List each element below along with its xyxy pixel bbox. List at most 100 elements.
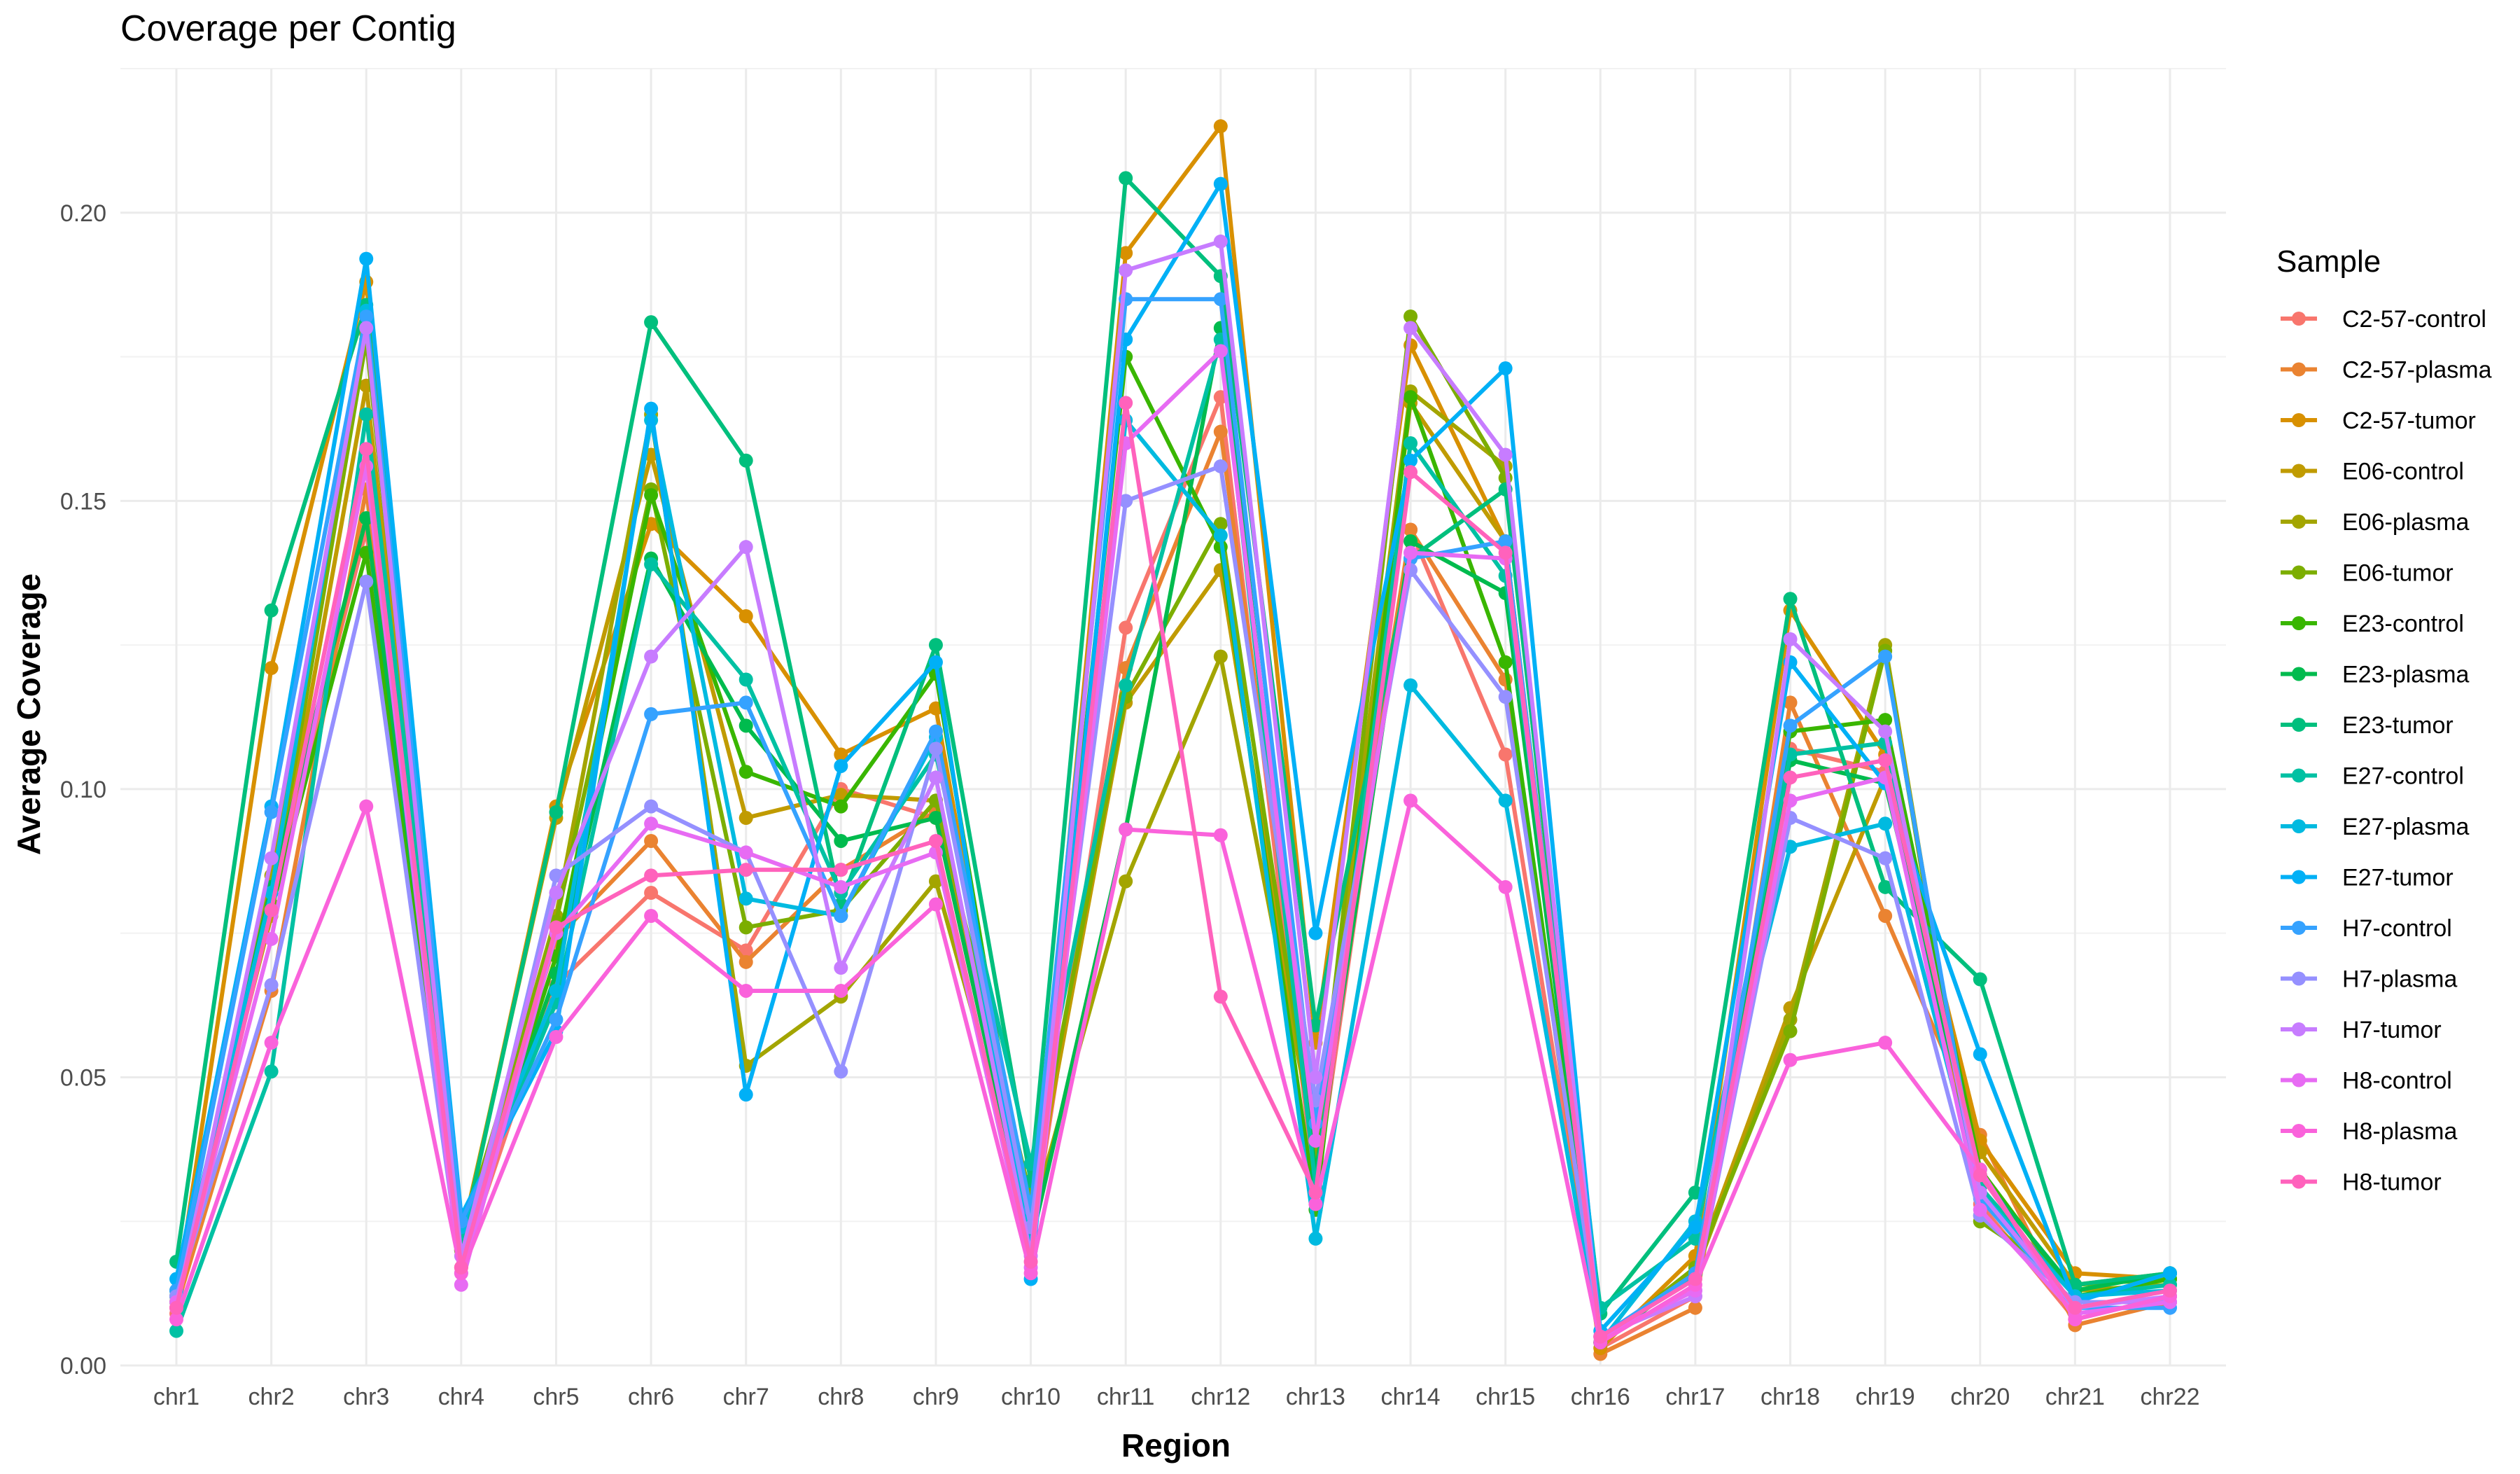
data-point	[1404, 465, 1418, 480]
data-point	[644, 833, 659, 848]
x-axis-ticks: chr1 chr2 chr3 chr4 chr5 chr6 chr7 chr8 chr9 chr1…	[153, 1384, 2200, 1410]
legend-label: H7-plasma	[2342, 966, 2457, 993]
x-tick-label: chr1	[153, 1384, 200, 1410]
data-point	[644, 401, 659, 416]
legend-key-point	[2292, 464, 2306, 478]
data-point	[1498, 879, 1513, 894]
data-point	[454, 1277, 468, 1292]
data-point	[1213, 292, 1228, 307]
data-point	[1498, 793, 1513, 808]
legend-key-point	[2292, 362, 2306, 377]
legend-key-point	[2292, 921, 2306, 935]
legend-key-point	[2292, 515, 2306, 529]
x-tick-label: chr3	[343, 1384, 389, 1410]
data-point	[264, 805, 279, 819]
data-point	[738, 891, 753, 906]
legend-item: E27-plasma	[2281, 814, 2470, 840]
data-point	[1119, 822, 1133, 837]
data-point	[264, 903, 279, 917]
legend-item: E27-control	[2281, 763, 2464, 790]
series-C2-57-tumor	[169, 119, 2177, 1356]
data-point	[359, 251, 374, 266]
data-point	[359, 574, 374, 589]
data-point	[1119, 874, 1133, 889]
series-line	[174, 401, 2172, 1339]
data-point	[1213, 176, 1228, 191]
data-point	[738, 811, 753, 826]
data-point	[1498, 690, 1513, 704]
data-point	[834, 879, 848, 894]
data-point	[644, 886, 659, 901]
data-point	[1308, 1186, 1323, 1200]
data-point	[1023, 1266, 1038, 1281]
legend-key-point	[2292, 312, 2306, 326]
data-point	[738, 954, 753, 969]
legend-label: E23-tumor	[2342, 712, 2454, 739]
data-point	[738, 845, 753, 860]
data-point	[359, 799, 374, 814]
legend-item: E06-tumor	[2281, 560, 2454, 587]
data-point	[1878, 879, 1893, 894]
data-point	[1213, 517, 1228, 531]
y-tick-label: 0.10	[60, 777, 106, 803]
data-point	[1973, 1202, 1987, 1217]
data-point	[1783, 695, 1798, 710]
x-tick-label: chr18	[1760, 1384, 1820, 1410]
data-point	[1878, 851, 1893, 865]
legend-label: H7-control	[2342, 915, 2452, 942]
data-point	[549, 805, 564, 819]
legend-key-point	[2292, 667, 2306, 681]
legend-title: Sample	[2276, 244, 2381, 279]
data-point	[1213, 528, 1228, 543]
data-point	[1498, 655, 1513, 669]
data-point	[834, 799, 848, 814]
data-point	[1783, 770, 1798, 785]
legend-item: H8-control	[2281, 1068, 2452, 1094]
legend-label: E23-control	[2342, 611, 2464, 637]
y-tick-label: 0.20	[60, 200, 106, 227]
data-point	[1878, 1036, 1893, 1050]
data-point	[1213, 119, 1228, 134]
y-tick-label: 0.00	[60, 1353, 106, 1379]
data-point	[1688, 1272, 1702, 1286]
data-point	[834, 758, 848, 773]
legend-item: E06-plasma	[2281, 509, 2470, 536]
legend-label: C2-57-control	[2342, 306, 2486, 333]
data-point	[1878, 908, 1893, 923]
data-point	[264, 1036, 279, 1050]
x-tick-label: chr6	[628, 1384, 674, 1410]
data-point	[359, 442, 374, 457]
data-point	[1119, 620, 1133, 635]
data-point	[264, 1064, 279, 1079]
data-point	[454, 1260, 468, 1275]
data-point	[1213, 649, 1228, 664]
data-point	[834, 908, 848, 923]
legend-label: H8-control	[2342, 1068, 2452, 1094]
x-tick-label: chr22	[2140, 1384, 2199, 1410]
data-point	[1783, 1024, 1798, 1038]
data-point	[738, 863, 753, 877]
data-point	[1404, 793, 1418, 808]
data-point	[1878, 649, 1893, 664]
data-point	[1593, 1329, 1608, 1344]
x-axis-title: Region	[1121, 1427, 1231, 1463]
legend-item: E27-tumor	[2281, 865, 2454, 891]
legend-item: H7-plasma	[2281, 966, 2457, 993]
legend-label: H7-tumor	[2342, 1017, 2442, 1043]
legend-item: H8-tumor	[2281, 1169, 2442, 1196]
legend-item: C2-57-control	[2281, 306, 2486, 333]
data-point	[549, 886, 564, 901]
data-point	[1023, 1254, 1038, 1269]
data-point	[1404, 453, 1418, 468]
data-point	[1878, 753, 1893, 767]
data-point	[928, 724, 943, 739]
data-point	[1688, 1300, 1702, 1315]
data-point	[738, 920, 753, 935]
series-E27-tumor	[169, 176, 2177, 1338]
data-point	[644, 707, 659, 721]
legend-label: E06-plasma	[2342, 509, 2470, 536]
data-point	[928, 833, 943, 848]
data-point	[1404, 309, 1418, 324]
